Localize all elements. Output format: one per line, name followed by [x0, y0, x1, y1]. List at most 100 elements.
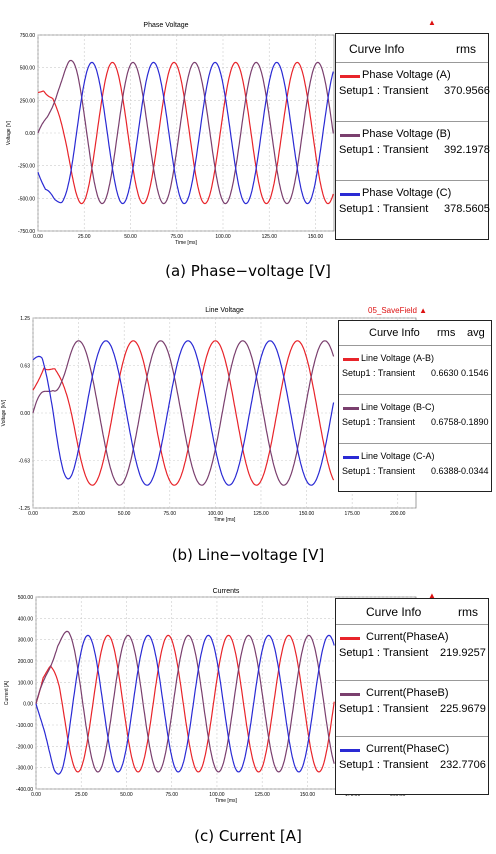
legend-row[interactable]: Phase Voltage (A) Setup1 : Transient 370…	[336, 62, 490, 122]
series-setup: Setup1 : Transient	[339, 703, 429, 715]
y-tick-label: -300.00	[16, 766, 33, 772]
line-voltage-panel: Line Voltage 1.25 0.63 0.00 -0.63 -1.25 0.00 25…	[0, 298, 496, 578]
series-setup: Setup1 : Transient	[339, 144, 429, 156]
series-setup: Setup1 : Transient	[342, 368, 416, 378]
phase-voltage-chart: Phase Voltage 750.00 500.00 250.00 0.00 -250.…	[6, 22, 335, 246]
x-tick-label: 200.00	[390, 792, 406, 798]
series-avg: -0.0344	[458, 466, 489, 476]
y-axis-label: Voltage [kV]	[1, 399, 7, 426]
y-tick-label: 0.00	[20, 411, 30, 417]
y-tick-label: -500.00	[18, 196, 35, 202]
series-line-purple	[35, 630, 335, 773]
x-tick-label: 125.00	[253, 511, 269, 517]
x-tick-label: 125.00	[262, 234, 278, 240]
phase-voltage-panel: Phase Voltage 750.00 500.00 250.00 0.00 -250.…	[0, 0, 496, 290]
caption: (c) Current [A]	[194, 827, 302, 845]
x-tick-label: 0.00	[28, 511, 38, 517]
header-curve-info: Curve Info	[366, 605, 422, 619]
series-line-blue	[37, 61, 334, 205]
series-setup: Setup1 : Transient	[342, 466, 416, 476]
series-name: Current(PhaseC)	[366, 743, 450, 755]
x-axis-label: Time [ms]	[215, 798, 237, 804]
legend-row[interactable]: Current(PhaseB) Setup1 : Transient 225.9…	[336, 680, 488, 737]
legend-swatch-blue	[340, 193, 360, 196]
legend-swatch-purple	[343, 407, 359, 410]
legend-row[interactable]: Current(PhaseA) Setup1 : Transient 219.9…	[336, 624, 488, 681]
y-tick-label: 0.00	[23, 702, 33, 708]
legend-swatch-red	[340, 75, 360, 78]
y-tick-label: -400.00	[16, 787, 33, 793]
legend-row[interactable]: Current(PhaseC) Setup1 : Transient 232.7…	[336, 736, 488, 794]
caption: (a) Phase−voltage [V]	[165, 262, 331, 280]
legend-row[interactable]: Line Voltage (A-B) Setup1 : Transient 0.…	[339, 345, 491, 395]
series-rms: 370.9566	[444, 85, 490, 97]
x-tick-label: 100.00	[208, 511, 224, 517]
header-rms: rms	[458, 605, 478, 619]
y-tick-label: 200.00	[18, 659, 34, 665]
x-tick-label: 75.00	[170, 234, 183, 240]
series-line-purple	[37, 59, 334, 205]
y-tick-label: -0.63	[19, 459, 31, 465]
header-rms: rms	[437, 327, 456, 339]
legend-row[interactable]: Line Voltage (C-A) Setup1 : Transient 0.…	[339, 443, 491, 491]
series-name: Line Voltage (A-B)	[361, 353, 435, 363]
curve-info-table: Curve Info rms Phase Voltage (A) Setup1 …	[335, 33, 490, 240]
x-tick-label: 50.00	[124, 234, 137, 240]
header-curve-info: Curve Info	[349, 42, 405, 56]
series-line-red	[35, 634, 335, 773]
legend-swatch-red	[340, 637, 360, 640]
legend-row[interactable]: Line Voltage (B-C) Setup1 : Transient 0.…	[339, 394, 491, 444]
y-tick-label: 0.00	[25, 131, 35, 137]
x-tick-label: 25.00	[75, 792, 88, 798]
series-name: Current(PhaseB)	[366, 687, 449, 699]
marker-label: ▲	[428, 18, 436, 27]
x-axis-label: Time [ms]	[214, 517, 236, 523]
y-tick-label: 100.00	[18, 680, 34, 686]
x-tick-label: 175.00	[345, 511, 361, 517]
series-line-blue	[32, 340, 335, 486]
series-name: Phase Voltage (A)	[362, 69, 451, 81]
legend-swatch-purple	[340, 134, 360, 137]
y-tick-label: 750.00	[20, 33, 36, 39]
y-tick-label: -1.25	[19, 506, 31, 512]
x-tick-label: 175.00	[345, 792, 361, 798]
series-name: Phase Voltage (C)	[362, 187, 452, 199]
y-tick-label: 250.00	[20, 98, 36, 104]
legend-swatch-blue	[343, 456, 359, 459]
marker-label: ▲	[428, 591, 436, 600]
y-tick-label: 500.00	[18, 595, 34, 601]
series-name: Current(PhaseA)	[366, 631, 449, 643]
series-setup: Setup1 : Transient	[342, 417, 416, 427]
series-line-blue	[35, 634, 335, 775]
curve-info-table: Curve Info rms avg Line Voltage (A-B) Se…	[338, 320, 492, 492]
legend-row[interactable]: Phase Voltage (C) Setup1 : Transient 378…	[336, 180, 490, 239]
y-tick-label: 300.00	[18, 638, 34, 644]
legend-row[interactable]: Phase Voltage (B) Setup1 : Transient 392…	[336, 121, 490, 181]
x-tick-label: 125.00	[255, 792, 271, 798]
y-tick-label: 400.00	[18, 616, 34, 622]
series-line-red	[37, 61, 334, 205]
x-tick-label: 25.00	[78, 234, 91, 240]
x-tick-label: 0.00	[31, 792, 41, 798]
y-tick-label: 500.00	[20, 66, 36, 72]
series-rms: 0.6758	[431, 417, 459, 427]
x-tick-label: 75.00	[164, 511, 177, 517]
series-rms: 0.6630	[431, 368, 459, 378]
header-avg: avg	[467, 327, 485, 339]
series-setup: Setup1 : Transient	[339, 759, 429, 771]
series-rms: 392.1978	[444, 144, 490, 156]
x-tick-label: 75.00	[165, 792, 178, 798]
series-rms: 378.5605	[444, 203, 490, 215]
header-curve-info: Curve Info	[369, 327, 420, 339]
x-tick-label: 0.00	[33, 234, 43, 240]
x-tick-label: 200.00	[390, 511, 406, 517]
x-tick-label: 150.00	[308, 234, 324, 240]
series-setup: Setup1 : Transient	[339, 647, 429, 659]
currents-panel: Currents 500.00 400.00 300.00 200.00 100.00 0.…	[0, 583, 496, 854]
chart-title: Line Voltage	[205, 307, 244, 314]
y-axis-label: Voltage [V]	[6, 120, 12, 145]
series-name: Line Voltage (C-A)	[361, 451, 435, 461]
series-rms: 0.6388	[431, 466, 459, 476]
x-tick-label: 150.00	[300, 792, 316, 798]
series-avg: 0.1546	[461, 368, 489, 378]
